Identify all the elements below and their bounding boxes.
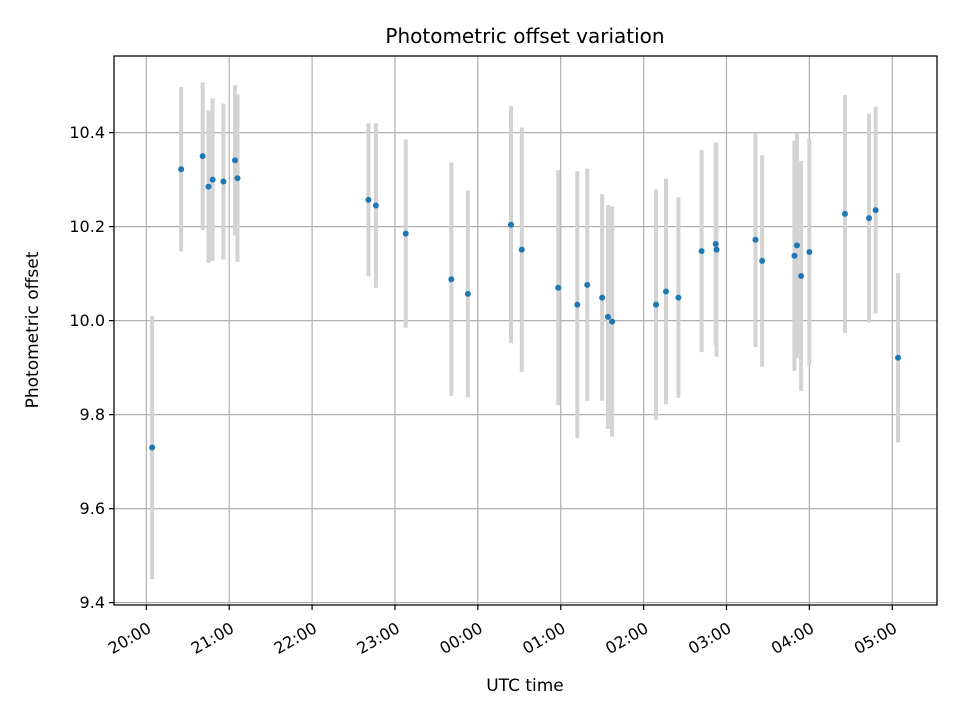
data-point	[232, 157, 239, 164]
data-point	[178, 166, 185, 173]
y-axis: 9.4 9.6 9.8 10.0 10.2 10.4	[69, 123, 114, 612]
y-tick-label: 9.8	[80, 405, 105, 424]
data-point	[609, 318, 616, 325]
data-point	[199, 153, 206, 160]
data-point	[574, 301, 581, 308]
data-point	[464, 290, 471, 297]
data-point	[895, 354, 902, 361]
y-tick-label: 9.4	[80, 593, 105, 612]
y-tick-label: 10.0	[69, 311, 105, 330]
data-point	[806, 249, 813, 256]
data-point	[234, 175, 241, 182]
x-axis-title: UTC time	[486, 676, 564, 696]
data-point	[209, 176, 216, 183]
data-point	[842, 210, 849, 217]
data-point	[518, 246, 525, 253]
data-point	[365, 196, 372, 203]
data-point	[752, 236, 759, 243]
y-axis-title: Photometric offset	[23, 251, 43, 408]
data-point	[604, 313, 611, 320]
data-point	[713, 246, 720, 253]
plot-frame	[113, 55, 938, 606]
data-point	[866, 215, 873, 222]
data-point	[507, 221, 514, 228]
data-point	[675, 294, 682, 301]
y-tick-label: 10.2	[69, 217, 105, 236]
data-point	[872, 207, 879, 214]
data-point	[793, 242, 800, 249]
data-point	[448, 276, 455, 283]
data-point	[662, 288, 669, 295]
data-point	[205, 183, 212, 190]
y-tick-label: 9.6	[80, 499, 105, 518]
data-point	[759, 257, 766, 264]
data-point	[584, 281, 591, 288]
data-point	[698, 248, 705, 255]
data-point	[220, 178, 227, 185]
data-point	[372, 202, 379, 209]
y-tick-label: 10.4	[69, 123, 105, 142]
data-point	[798, 272, 805, 279]
data-points	[149, 153, 902, 451]
chart-title: Photometric offset variation	[385, 24, 664, 48]
data-point	[653, 301, 660, 308]
data-point	[712, 241, 719, 248]
data-point	[149, 444, 156, 451]
data-point	[791, 252, 798, 259]
data-point	[599, 294, 606, 301]
data-point	[555, 284, 562, 291]
data-point	[402, 230, 409, 237]
